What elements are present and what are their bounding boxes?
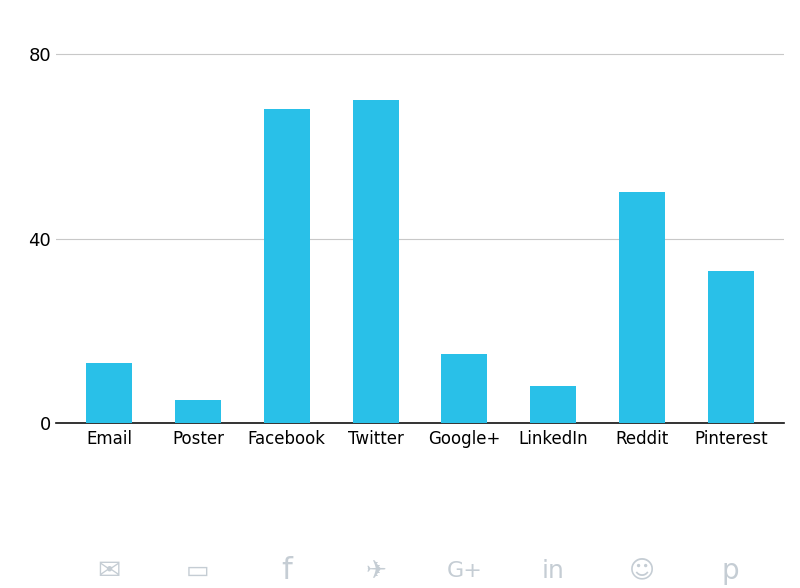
Bar — [442, 354, 487, 423]
Bar — [530, 386, 576, 423]
Text: ✉: ✉ — [98, 557, 121, 585]
Text: ▭: ▭ — [186, 559, 210, 583]
Text: ✈: ✈ — [365, 559, 386, 583]
Bar — [619, 192, 665, 423]
Bar — [353, 100, 398, 423]
Text: in: in — [542, 559, 565, 583]
Bar — [708, 271, 754, 423]
Text: p: p — [722, 557, 739, 585]
Bar — [175, 400, 221, 423]
Bar — [86, 363, 132, 423]
Bar — [264, 109, 310, 423]
Text: G+: G+ — [446, 561, 482, 581]
Text: f: f — [282, 556, 292, 585]
Text: ☺: ☺ — [629, 559, 655, 583]
